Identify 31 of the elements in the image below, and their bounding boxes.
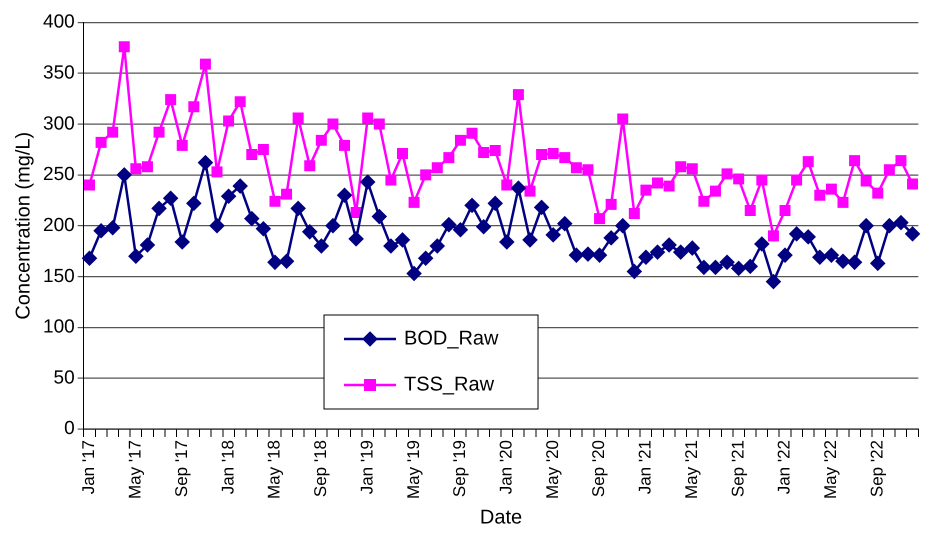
- x-tick-label: Jan '18: [218, 440, 238, 494]
- x-tick-label: Jan '20: [496, 440, 516, 494]
- x-tick-label: May '22: [821, 440, 840, 500]
- x-tick-label: Jan '21: [636, 440, 655, 494]
- y-tick-label: 400: [43, 12, 75, 33]
- y-tick-label: 250: [43, 164, 75, 186]
- x-tick-label: May '18: [264, 440, 284, 500]
- x-tick-label: Sep '18: [311, 440, 330, 498]
- legend-label: BOD_Raw: [404, 328, 500, 350]
- y-tick-label: 0: [64, 418, 75, 440]
- x-tick-label: Jan '22: [774, 440, 794, 494]
- y-tick-label: 300: [43, 113, 75, 134]
- x-tick-label: Sep '19: [450, 440, 470, 498]
- y-tick-label: 200: [43, 214, 75, 236]
- y-tick-label: 350: [43, 62, 75, 84]
- x-tick-label: May '17: [126, 440, 145, 500]
- x-tick-label: Jan '19: [357, 440, 376, 494]
- x-tick-label: Jan '17: [79, 440, 98, 494]
- x-tick-label: Sep '17: [172, 440, 191, 498]
- y-axis-title: Concentration (mg/L): [12, 132, 35, 320]
- x-tick-label: Sep '22: [867, 440, 886, 498]
- x-tick-label: May '20: [542, 440, 562, 500]
- x-tick-label: May '21: [682, 440, 701, 500]
- y-tick-label: 100: [43, 316, 75, 338]
- legend-label: TSS_Raw: [404, 374, 495, 396]
- x-tick-label: Sep '21: [728, 440, 748, 498]
- y-tick-label: 50: [54, 367, 75, 388]
- x-tick-label: Sep '20: [589, 440, 608, 498]
- x-tick-label: May '19: [404, 440, 423, 500]
- y-tick-label: 150: [43, 266, 75, 287]
- x-axis-title: Date: [480, 506, 522, 529]
